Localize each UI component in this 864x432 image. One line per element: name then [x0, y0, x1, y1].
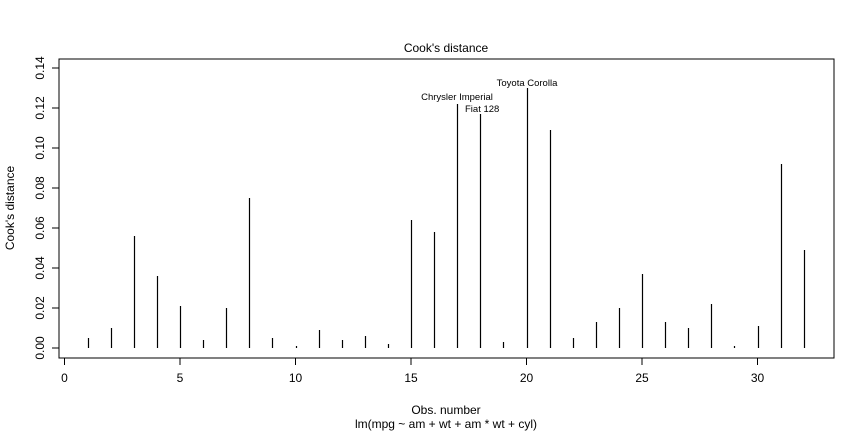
x-tick-label: 15 — [404, 371, 418, 385]
annotation-label: Chrysler Imperial — [421, 92, 493, 103]
x-tick-label: 10 — [289, 371, 303, 385]
y-tick-label: 0.06 — [33, 216, 47, 240]
x-tick-label: 30 — [751, 371, 765, 385]
y-tick-label: 0.10 — [33, 136, 47, 160]
x-tick-label: 5 — [177, 371, 184, 385]
y-tick-label: 0.04 — [33, 256, 47, 280]
plot-frame — [58, 58, 835, 359]
bar-series — [87, 88, 806, 348]
annotation-label: Fiat 128 — [465, 104, 499, 115]
y-axis-title: Cook's distance — [3, 166, 17, 251]
annotation-label: Toyota Corolla — [497, 78, 558, 89]
x-tick-label: 25 — [635, 371, 649, 385]
y-tick-label: 0.08 — [33, 176, 47, 200]
x-axis-title: Obs. number — [411, 403, 480, 417]
x-tick-label: 0 — [61, 371, 68, 385]
x-axis: 0 5 10 15 20 25 30 — [61, 357, 765, 385]
y-axis: 0.00 0.02 0.04 0.06 0.08 0.10 0.12 0.14 — [33, 56, 60, 360]
chart-title: Cook's distance — [404, 41, 489, 55]
y-tick-label: 0.00 — [33, 336, 47, 360]
y-tick-label: 0.12 — [33, 96, 47, 120]
model-formula-subtitle: lm(mpg ~ am + wt + am * wt + cyl) — [355, 417, 537, 431]
y-tick-label: 0.14 — [33, 56, 47, 80]
y-tick-label: 0.02 — [33, 296, 47, 320]
x-tick-label: 20 — [520, 371, 534, 385]
